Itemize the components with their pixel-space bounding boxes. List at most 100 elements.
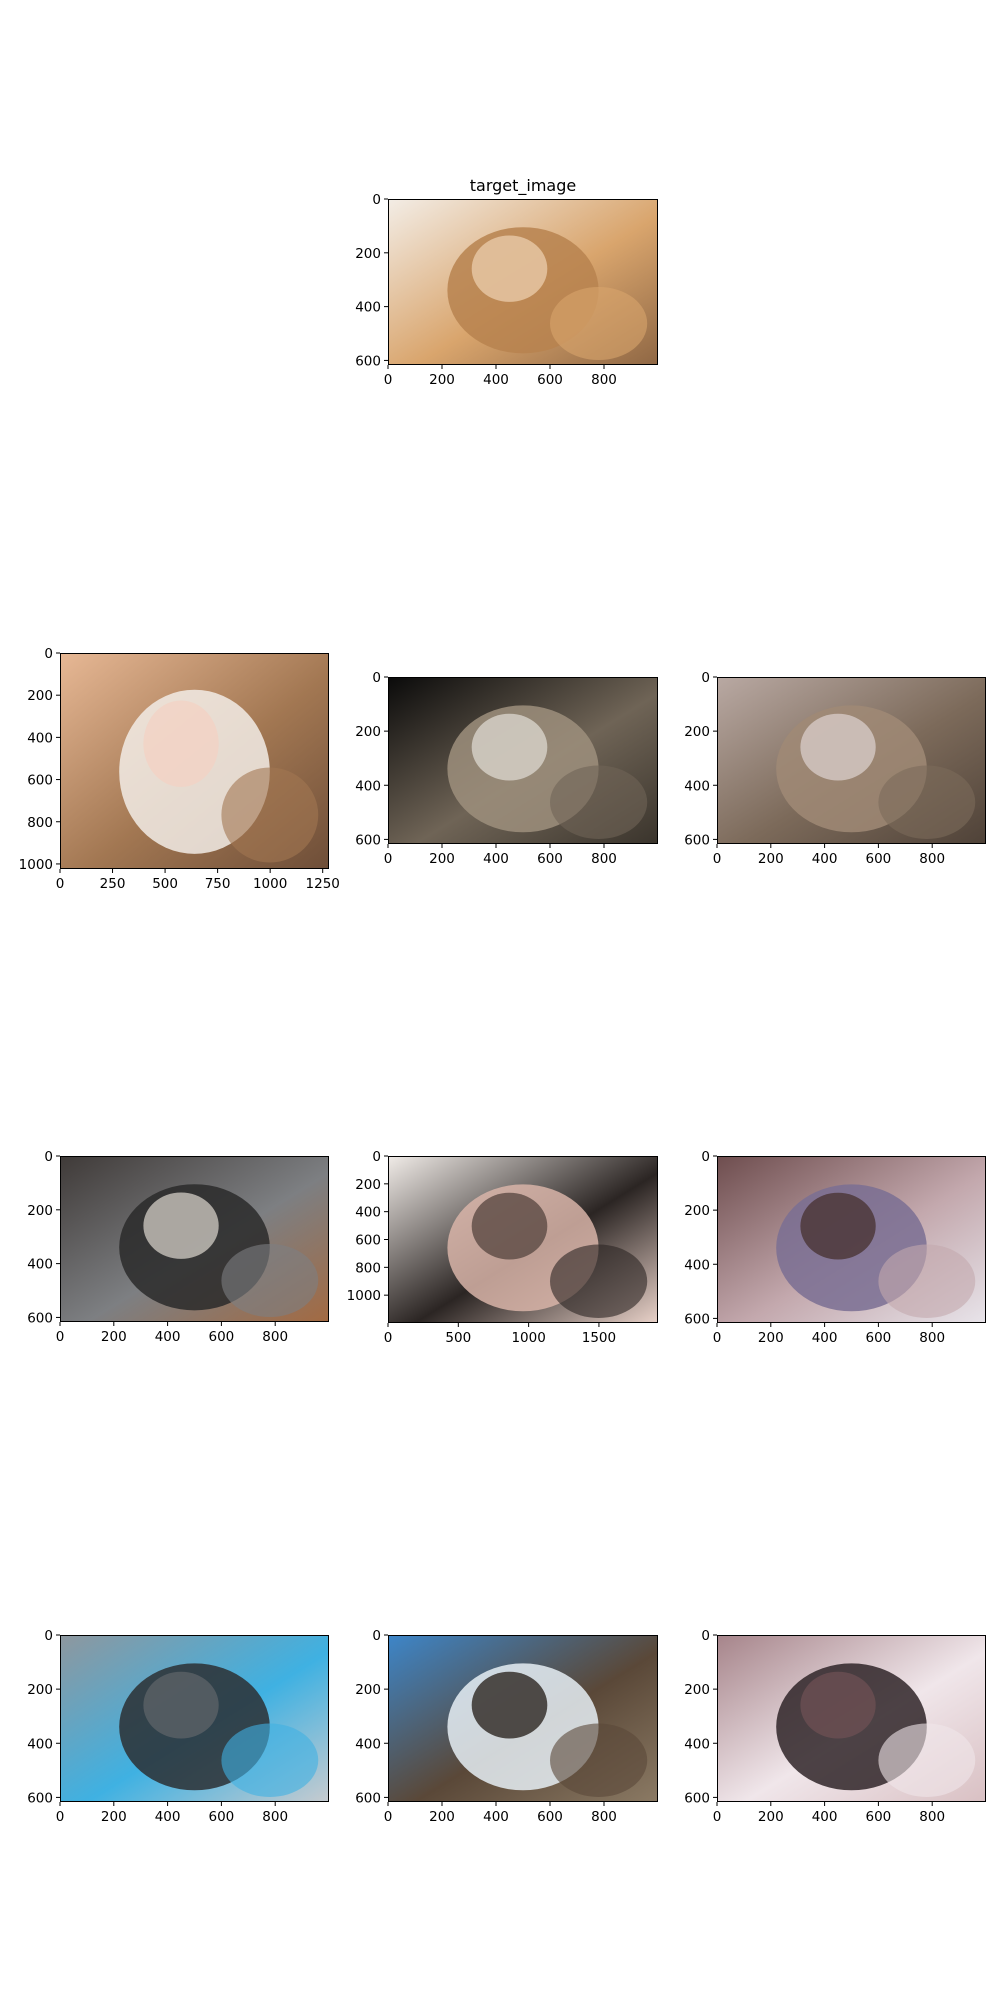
- x-tick-label: 1000: [253, 876, 287, 892]
- y-tick-label: 400: [684, 1257, 710, 1273]
- subplot-5: 0 500 1000 1500 0 200 400 600 800 1000: [347, 1149, 658, 1346]
- x-tick-label: 0: [384, 1330, 393, 1346]
- y-tick-label: 400: [355, 300, 381, 316]
- x-tick-label: 800: [591, 1809, 617, 1825]
- y-tick-label: 0: [701, 1149, 710, 1165]
- axes-frame: [717, 677, 986, 844]
- y-tick-label: 400: [684, 778, 710, 794]
- x-tick-label: 1250: [306, 876, 340, 892]
- x-tick-label: 500: [445, 1330, 471, 1346]
- subplot-9: 0 200 400 600 800 0 200 400 600: [684, 1628, 986, 1825]
- x-tick-label: 200: [758, 851, 784, 867]
- y-tick-label: 0: [372, 1149, 381, 1165]
- x-tick-label: 400: [483, 851, 509, 867]
- axes-frame: [60, 1635, 329, 1802]
- x-tick-label: 0: [56, 1809, 65, 1825]
- y-tick-label: 200: [355, 1177, 381, 1193]
- x-tick-label: 400: [155, 1329, 181, 1345]
- axes-frame: [388, 1635, 658, 1802]
- y-tick-label: 0: [44, 646, 53, 662]
- y-tick-label: 600: [684, 1311, 710, 1327]
- x-tick-label: 200: [101, 1809, 127, 1825]
- subplot-1: 0 250 500 750 1000 1250 0 200 400 600 800 1000: [19, 646, 340, 892]
- x-tick-label: 0: [713, 851, 722, 867]
- x-tick-label: 600: [866, 851, 892, 867]
- x-tick-label: 600: [209, 1809, 235, 1825]
- y-tick-label: 400: [27, 1257, 53, 1273]
- x-tick-label: 600: [866, 1330, 892, 1346]
- subplot-7: 0 200 400 600 800 0 200 400 600: [27, 1628, 329, 1825]
- x-tick-label: 800: [591, 851, 617, 867]
- axes-frame: [388, 199, 658, 365]
- y-tick-label: 1000: [19, 857, 53, 873]
- y-tick-label: 200: [27, 1203, 53, 1219]
- x-tick-label: 600: [209, 1329, 235, 1345]
- x-tick-label: 600: [537, 372, 563, 388]
- y-tick-label: 600: [355, 832, 381, 848]
- x-tick-label: 600: [537, 1809, 563, 1825]
- image-8: [388, 1635, 658, 1802]
- x-tick-label: 0: [56, 1329, 65, 1345]
- image-3: [717, 677, 986, 844]
- x-tick-label: 0: [713, 1809, 722, 1825]
- image-7: [60, 1635, 329, 1802]
- x-tick-label: 0: [56, 876, 65, 892]
- y-tick-label: 200: [684, 1682, 710, 1698]
- y-tick-label: 200: [27, 1682, 53, 1698]
- x-tick-label: 1000: [511, 1330, 545, 1346]
- y-tick-label: 200: [355, 246, 381, 262]
- y-tick-label: 0: [372, 670, 381, 686]
- y-tick-label: 400: [355, 1736, 381, 1752]
- x-tick-label: 200: [429, 851, 455, 867]
- y-tick-label: 800: [27, 815, 53, 831]
- image-4: [60, 1156, 329, 1322]
- axes-frame: [388, 677, 658, 844]
- y-tick-label: 600: [684, 1790, 710, 1806]
- y-tick-label: 0: [372, 192, 381, 208]
- x-tick-label: 0: [384, 1809, 393, 1825]
- y-tick-label: 400: [27, 1736, 53, 1752]
- x-tick-label: 800: [262, 1809, 288, 1825]
- y-tick-label: 0: [701, 670, 710, 686]
- axes-frame: [717, 1156, 986, 1323]
- x-tick-label: 400: [812, 1809, 838, 1825]
- image-1: [60, 653, 329, 869]
- x-tick-label: 800: [591, 372, 617, 388]
- y-tick-label: 200: [684, 724, 710, 740]
- x-tick-label: 200: [101, 1329, 127, 1345]
- y-tick-label: 200: [27, 688, 53, 704]
- x-tick-label: 1500: [582, 1330, 616, 1346]
- y-tick-label: 600: [684, 832, 710, 848]
- image-2: [388, 677, 658, 844]
- y-tick-label: 400: [684, 1736, 710, 1752]
- image-6: [717, 1156, 986, 1323]
- y-tick-label: 400: [27, 730, 53, 746]
- y-tick-label: 0: [44, 1149, 53, 1165]
- y-tick-label: 200: [355, 1682, 381, 1698]
- y-tick-label: 600: [27, 1790, 53, 1806]
- y-tick-label: 600: [27, 1310, 53, 1326]
- x-tick-label: 600: [866, 1809, 892, 1825]
- subplot-8: 0 200 400 600 800 0 200 400 600: [355, 1628, 658, 1825]
- y-tick-label: 600: [355, 1790, 381, 1806]
- axes-frame: [60, 653, 329, 869]
- subplot-3: 0 200 400 600 800 0 200 400 600: [684, 670, 986, 867]
- x-tick-label: 200: [429, 372, 455, 388]
- axes-frame: [60, 1156, 329, 1322]
- x-tick-label: 400: [483, 1809, 509, 1825]
- y-tick-label: 800: [355, 1260, 381, 1276]
- axes-frame: [388, 1156, 658, 1323]
- x-tick-label: 600: [537, 851, 563, 867]
- x-tick-label: 400: [812, 1330, 838, 1346]
- y-tick-label: 0: [44, 1628, 53, 1644]
- y-tick-label: 600: [355, 1233, 381, 1249]
- y-tick-label: 0: [701, 1628, 710, 1644]
- axes-frame: [717, 1635, 986, 1802]
- y-tick-label: 200: [684, 1203, 710, 1219]
- x-tick-label: 500: [152, 876, 178, 892]
- x-tick-label: 0: [384, 372, 393, 388]
- y-tick-label: 400: [355, 1205, 381, 1221]
- x-tick-label: 200: [429, 1809, 455, 1825]
- x-tick-label: 800: [262, 1329, 288, 1345]
